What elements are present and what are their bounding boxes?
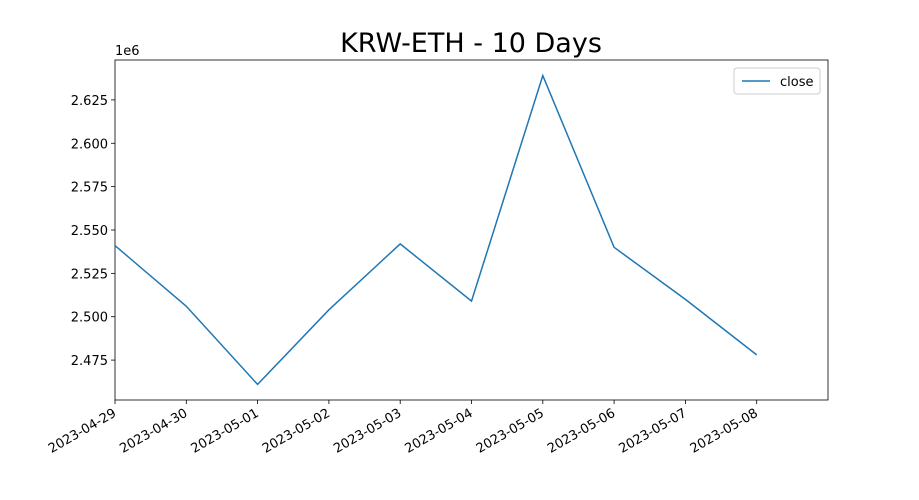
x-tick-label: 2023-05-08 bbox=[688, 406, 761, 457]
x-tick-label: 2023-05-04 bbox=[403, 406, 476, 457]
y-tick-label: 2.525 bbox=[71, 267, 108, 282]
chart-title: KRW-ETH - 10 Days bbox=[340, 28, 602, 59]
x-tick-label: 2023-05-02 bbox=[260, 406, 333, 457]
legend-box bbox=[733, 67, 821, 95]
x-tick-label: 2023-05-07 bbox=[616, 406, 689, 457]
y-tick-label: 2.600 bbox=[71, 137, 108, 152]
y-tick-label: 2.475 bbox=[71, 354, 108, 369]
legend-label: close bbox=[780, 75, 813, 90]
line-series bbox=[114, 73, 758, 386]
x-tick-label: 2023-04-29 bbox=[46, 406, 119, 457]
x-tick-label: 2023-05-06 bbox=[545, 406, 618, 457]
y-tick-label: 2.625 bbox=[71, 94, 108, 109]
y-tick-label: 2.500 bbox=[71, 311, 108, 326]
x-tick-label: 2023-05-01 bbox=[189, 406, 262, 457]
y-offset-label: 1e6 bbox=[115, 44, 140, 59]
x-tick-label: 2023-04-30 bbox=[117, 406, 190, 457]
x-tick-label: 2023-05-03 bbox=[331, 406, 404, 457]
plot-frame bbox=[114, 59, 829, 401]
x-tick-label: 2023-05-05 bbox=[474, 406, 547, 457]
y-tick-label: 2.550 bbox=[71, 224, 108, 239]
y-tick-label: 2.575 bbox=[71, 181, 108, 196]
